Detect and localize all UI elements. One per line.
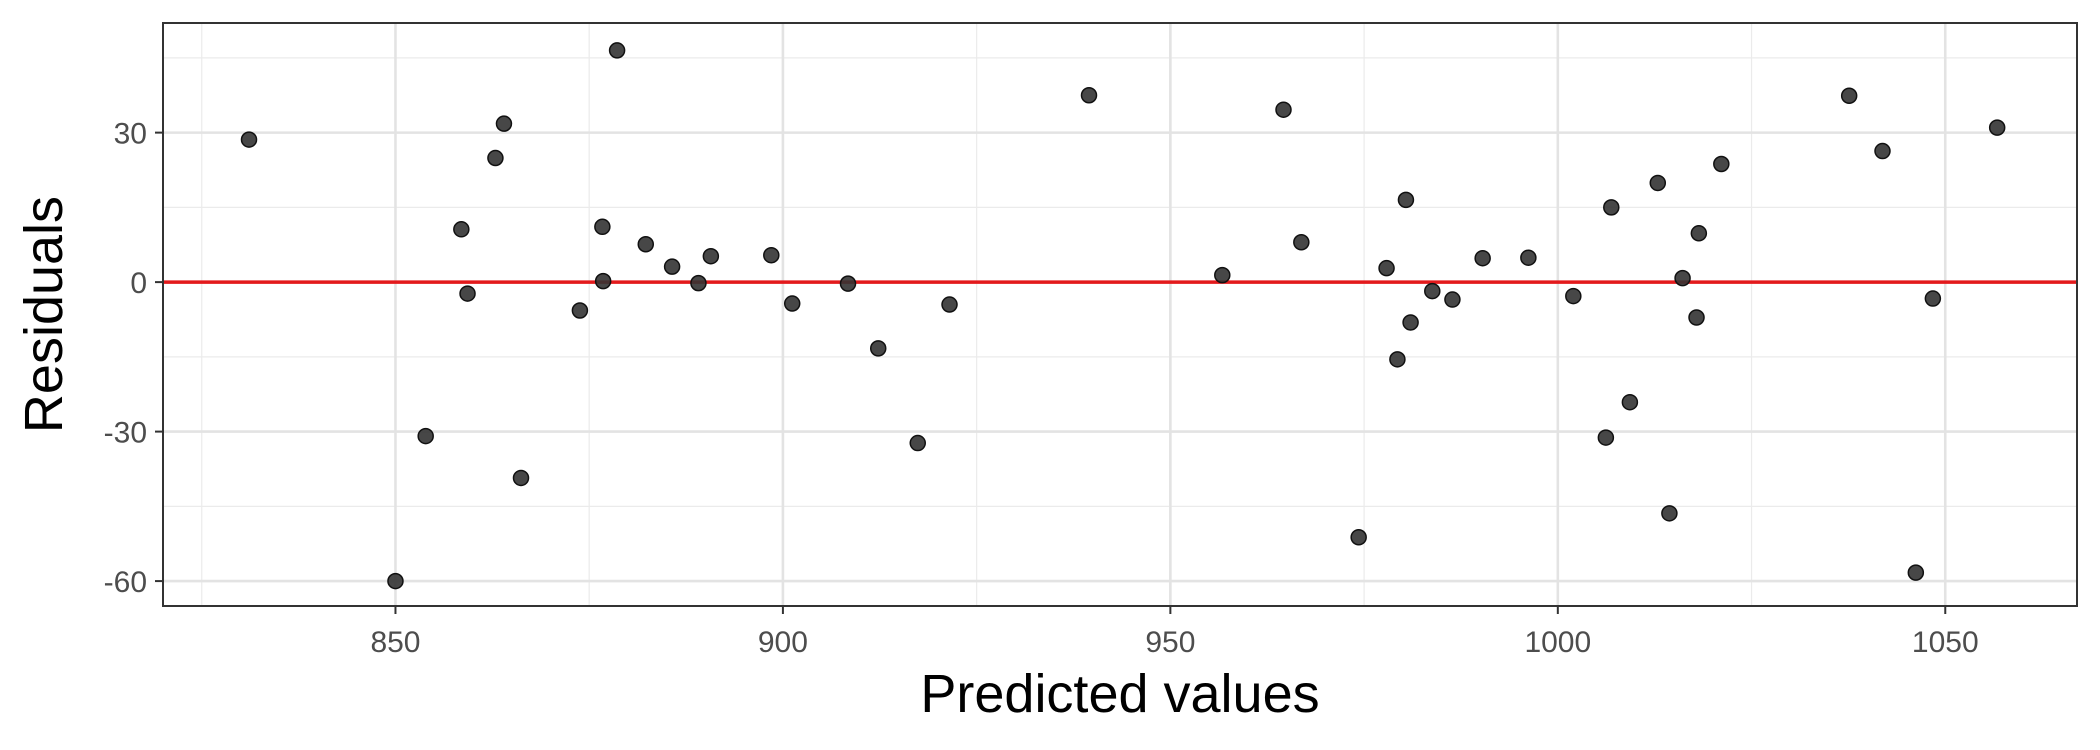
data-point — [387, 572, 404, 590]
data-point — [783, 295, 801, 312]
data-point — [1713, 155, 1730, 173]
data-point — [1690, 225, 1708, 242]
x-tick-label: 1050 — [1912, 626, 1979, 659]
x-axis-title: Predicted values — [920, 664, 1319, 724]
y-tick-label: 30 — [114, 118, 147, 151]
data-point — [453, 221, 470, 238]
data-point — [240, 131, 258, 148]
data-point — [417, 427, 434, 445]
data-point — [594, 218, 611, 236]
y-axis-ticks: -60 -30 0 30 — [104, 118, 163, 599]
data-point — [1907, 564, 1925, 581]
data-point — [1565, 287, 1582, 305]
data-point — [1674, 269, 1691, 287]
data-point — [1293, 233, 1310, 251]
data-point — [1350, 528, 1367, 546]
major-grid — [163, 23, 2077, 606]
data-point — [1874, 142, 1891, 160]
x-axis-ticks: 850 900 950 1000 1050 — [370, 606, 1979, 659]
data-point — [869, 340, 887, 357]
data-point — [1275, 101, 1292, 118]
data-point — [1840, 87, 1858, 105]
data-point — [702, 247, 720, 265]
x-tick-label: 850 — [370, 626, 420, 659]
data-point — [1389, 351, 1406, 368]
data-point — [594, 272, 612, 290]
x-tick-label: 900 — [758, 626, 808, 659]
data-point — [663, 258, 681, 275]
data-point — [1402, 314, 1419, 331]
data-point — [1603, 199, 1620, 216]
data-point — [1661, 505, 1678, 522]
data-point — [1520, 249, 1537, 266]
data-point — [1597, 429, 1615, 446]
data-point — [1688, 309, 1705, 326]
y-tick-label: 0 — [130, 267, 147, 300]
data-point — [459, 285, 476, 302]
data-point — [487, 149, 504, 167]
data-point — [1474, 249, 1491, 267]
data-point — [1924, 290, 1942, 307]
data-point — [941, 296, 958, 313]
data-point — [571, 302, 589, 319]
data-point — [1378, 259, 1395, 277]
x-tick-label: 1000 — [1524, 626, 1591, 659]
data-point — [1214, 266, 1231, 284]
y-tick-label: -60 — [104, 566, 147, 599]
data-point — [690, 274, 707, 292]
data-point — [1424, 282, 1441, 300]
data-point — [608, 42, 626, 59]
data-point — [763, 246, 780, 264]
x-tick-label: 950 — [1145, 626, 1195, 659]
panel-border — [162, 22, 2078, 607]
data-point — [1080, 87, 1098, 104]
data-points — [240, 42, 2006, 590]
data-point — [512, 469, 530, 487]
data-point — [495, 115, 513, 132]
data-point — [1397, 191, 1415, 209]
data-point — [1988, 119, 2006, 136]
data-point — [1649, 174, 1667, 192]
data-point — [909, 434, 927, 452]
data-point — [1444, 291, 1461, 308]
y-axis-title: Residuals — [14, 196, 74, 433]
minor-grid — [163, 23, 2077, 606]
data-point — [1621, 393, 1639, 411]
data-point — [637, 235, 655, 253]
data-point — [839, 275, 857, 292]
y-tick-label: -30 — [104, 417, 147, 450]
